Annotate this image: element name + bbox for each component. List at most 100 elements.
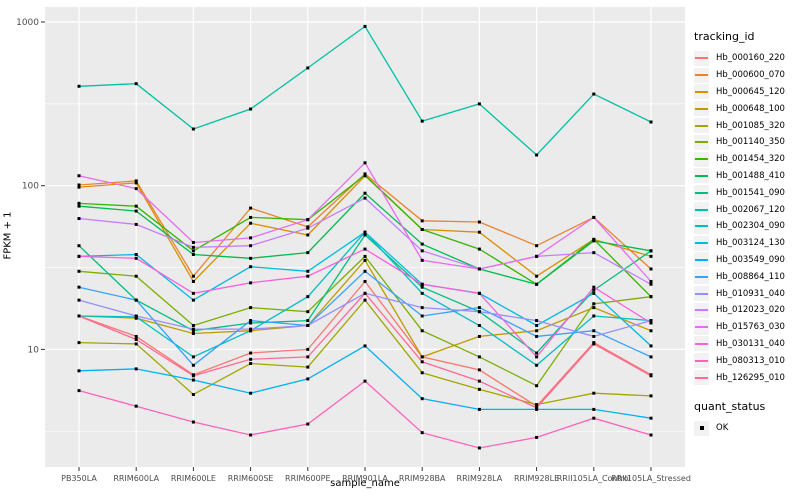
data-point xyxy=(420,431,424,435)
legend-item-label: Hb_015763_030 xyxy=(716,322,785,333)
data-point xyxy=(191,363,195,367)
legend-item-Hb_030131_040: Hb_030131_040 xyxy=(694,336,800,353)
legend-item-Hb_003549_090: Hb_003549_090 xyxy=(694,252,800,269)
data-point xyxy=(77,369,81,373)
data-point xyxy=(535,153,539,157)
data-point xyxy=(420,228,424,232)
x-tick-label: RRII105LA_Stressed xyxy=(611,474,691,483)
data-point xyxy=(249,215,253,219)
data-point xyxy=(592,302,596,306)
data-point xyxy=(592,416,596,420)
data-point xyxy=(191,355,195,359)
data-point xyxy=(77,254,81,258)
data-point xyxy=(592,407,596,411)
data-point xyxy=(363,298,367,302)
data-point xyxy=(134,209,138,213)
data-point xyxy=(477,368,481,372)
data-point xyxy=(535,403,539,407)
legend-item-label: Hb_000645_120 xyxy=(716,86,785,97)
data-point xyxy=(191,279,195,283)
legend-item-Hb_126295_010: Hb_126295_010 xyxy=(694,369,800,386)
data-point xyxy=(592,314,596,318)
data-point xyxy=(477,102,481,106)
legend-item-label: Hb_001140_350 xyxy=(716,137,785,148)
data-point xyxy=(420,397,424,401)
data-point xyxy=(535,329,539,333)
data-point xyxy=(306,274,310,278)
data-point xyxy=(77,269,81,273)
legend-item-Hb_015763_030: Hb_015763_030 xyxy=(694,319,800,336)
legend-item-label: Hb_000600_070 xyxy=(716,70,785,81)
data-point xyxy=(191,393,195,397)
data-point xyxy=(420,355,424,359)
line-key-icon xyxy=(694,84,709,100)
data-point xyxy=(77,183,81,187)
x-tick-label: PB350LA xyxy=(61,474,97,483)
x-tick-label: RRIM600SE xyxy=(228,474,274,483)
line-key-icon xyxy=(694,269,709,285)
data-point xyxy=(649,329,653,333)
data-point xyxy=(191,240,195,244)
data-point xyxy=(249,319,253,323)
data-point xyxy=(363,279,367,283)
legend-item-label: Hb_030131_040 xyxy=(716,338,785,349)
legend-item-Hb_001488_410: Hb_001488_410 xyxy=(694,168,800,185)
y-tick-label: 10 xyxy=(28,345,40,355)
data-point xyxy=(249,206,253,210)
data-point xyxy=(249,433,253,437)
data-point xyxy=(535,274,539,278)
data-point xyxy=(592,334,596,338)
data-point xyxy=(306,347,310,351)
data-point xyxy=(77,84,81,88)
data-point xyxy=(649,120,653,124)
legend-item-Hb_000160_220: Hb_000160_220 xyxy=(694,50,800,67)
data-point xyxy=(249,329,253,333)
data-point xyxy=(249,357,253,361)
data-point xyxy=(77,201,81,205)
legend-item-label: Hb_001454_320 xyxy=(716,154,785,165)
data-point xyxy=(649,394,653,398)
line-key-icon xyxy=(694,151,709,167)
data-point xyxy=(134,337,138,341)
data-point xyxy=(306,251,310,255)
data-point xyxy=(420,371,424,375)
line-key-icon xyxy=(694,218,709,234)
legend-title-tracking-id: tracking_id xyxy=(694,30,755,43)
legend-item-Hb_080313_010: Hb_080313_010 xyxy=(694,352,800,369)
data-point xyxy=(306,377,310,381)
data-point xyxy=(306,319,310,323)
data-point xyxy=(477,407,481,411)
data-point xyxy=(134,274,138,278)
data-point xyxy=(363,269,367,273)
data-point xyxy=(420,314,424,318)
data-point xyxy=(592,285,596,289)
data-point xyxy=(191,127,195,131)
data-point xyxy=(477,387,481,391)
data-point xyxy=(592,215,596,219)
data-point xyxy=(363,233,367,237)
data-point xyxy=(477,220,481,224)
data-point xyxy=(649,355,653,359)
data-point xyxy=(535,435,539,439)
legend-item-label: Hb_126295_010 xyxy=(716,372,785,383)
data-point xyxy=(306,323,310,327)
x-tick-label: RRIM928BA xyxy=(399,474,446,483)
legend-item-Hb_002067_120: Hb_002067_120 xyxy=(694,201,800,218)
data-point xyxy=(477,267,481,271)
data-point xyxy=(191,249,195,253)
data-point xyxy=(477,306,481,310)
data-point xyxy=(134,342,138,346)
line-key-icon xyxy=(694,336,709,352)
data-point xyxy=(363,161,367,165)
data-point xyxy=(306,66,310,70)
data-point xyxy=(249,265,253,269)
data-point xyxy=(535,319,539,323)
data-point xyxy=(191,298,195,302)
y-tick-label: 100 xyxy=(22,182,39,192)
data-point xyxy=(477,310,481,314)
data-point xyxy=(477,247,481,251)
legend-item-label: Hb_003549_090 xyxy=(716,254,785,265)
data-point xyxy=(363,258,367,262)
data-point xyxy=(535,244,539,248)
